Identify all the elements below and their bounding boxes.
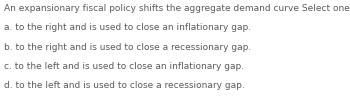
Text: a. to the right and is used to close an inflationary gap.: a. to the right and is used to close an …	[4, 23, 251, 32]
Text: d. to the left and is used to close a recessionary gap.: d. to the left and is used to close a re…	[4, 81, 245, 90]
Text: An expansionary fiscal policy shifts the aggregate demand curve Select one:: An expansionary fiscal policy shifts the…	[4, 4, 350, 13]
Text: b. to the right and is used to close a recessionary gap.: b. to the right and is used to close a r…	[4, 43, 251, 52]
Text: c. to the left and is used to close an inflationary gap.: c. to the left and is used to close an i…	[4, 62, 244, 71]
